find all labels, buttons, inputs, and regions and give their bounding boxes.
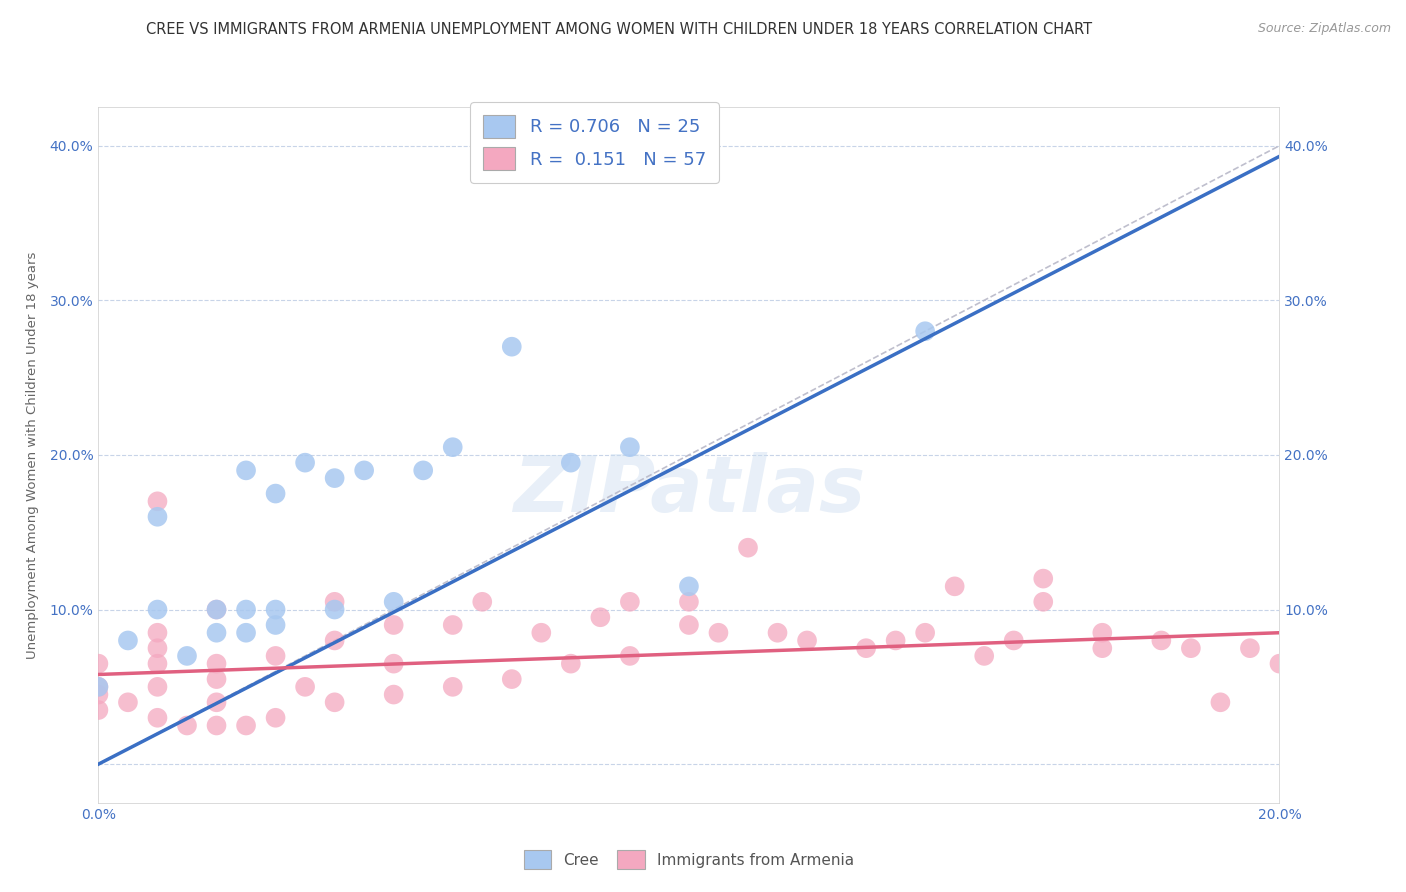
Point bbox=[441, 618, 464, 632]
Point bbox=[501, 340, 523, 354]
Point bbox=[87, 688, 110, 702]
Point bbox=[323, 471, 346, 485]
Point bbox=[205, 602, 228, 616]
Point bbox=[205, 625, 228, 640]
Point bbox=[146, 494, 169, 508]
Point bbox=[1032, 572, 1054, 586]
Point bbox=[678, 579, 700, 593]
Point bbox=[264, 648, 287, 663]
Point bbox=[146, 657, 169, 671]
Point bbox=[235, 625, 257, 640]
Point bbox=[1091, 625, 1114, 640]
Text: ZIPatlas: ZIPatlas bbox=[513, 451, 865, 528]
Y-axis label: Unemployment Among Women with Children Under 18 years: Unemployment Among Women with Children U… bbox=[25, 252, 38, 658]
Point bbox=[943, 579, 966, 593]
Point bbox=[382, 618, 405, 632]
Point bbox=[914, 625, 936, 640]
Point bbox=[205, 695, 228, 709]
Point bbox=[294, 456, 316, 470]
Text: CREE VS IMMIGRANTS FROM ARMENIA UNEMPLOYMENT AMONG WOMEN WITH CHILDREN UNDER 18 : CREE VS IMMIGRANTS FROM ARMENIA UNEMPLOY… bbox=[146, 22, 1091, 37]
Point bbox=[678, 618, 700, 632]
Point bbox=[1091, 641, 1114, 656]
Point bbox=[264, 486, 287, 500]
Point bbox=[87, 703, 110, 717]
Point bbox=[294, 680, 316, 694]
Point bbox=[353, 463, 375, 477]
Point bbox=[766, 625, 789, 640]
Point bbox=[146, 625, 169, 640]
Point bbox=[146, 680, 169, 694]
Point bbox=[1032, 595, 1054, 609]
Point bbox=[235, 602, 257, 616]
Point bbox=[176, 718, 198, 732]
Point bbox=[914, 324, 936, 338]
Point bbox=[205, 718, 228, 732]
Point bbox=[87, 680, 110, 694]
Point bbox=[205, 602, 228, 616]
Point bbox=[264, 618, 287, 632]
Point bbox=[501, 672, 523, 686]
Point bbox=[1268, 657, 1291, 671]
Point bbox=[264, 602, 287, 616]
Point bbox=[530, 625, 553, 640]
Point bbox=[323, 695, 346, 709]
Point bbox=[441, 680, 464, 694]
Point bbox=[382, 657, 405, 671]
Point bbox=[855, 641, 877, 656]
Point bbox=[973, 648, 995, 663]
Point bbox=[235, 718, 257, 732]
Point bbox=[796, 633, 818, 648]
Point bbox=[737, 541, 759, 555]
Point bbox=[619, 440, 641, 454]
Point bbox=[412, 463, 434, 477]
Point bbox=[323, 633, 346, 648]
Point bbox=[146, 641, 169, 656]
Point bbox=[146, 602, 169, 616]
Point bbox=[619, 595, 641, 609]
Point bbox=[146, 711, 169, 725]
Point bbox=[678, 595, 700, 609]
Point bbox=[87, 680, 110, 694]
Point bbox=[205, 657, 228, 671]
Point bbox=[1150, 633, 1173, 648]
Point bbox=[707, 625, 730, 640]
Point bbox=[619, 648, 641, 663]
Point bbox=[87, 657, 110, 671]
Point bbox=[1209, 695, 1232, 709]
Point bbox=[117, 695, 139, 709]
Point bbox=[589, 610, 612, 624]
Point bbox=[382, 688, 405, 702]
Point bbox=[560, 456, 582, 470]
Point bbox=[1180, 641, 1202, 656]
Legend: Cree, Immigrants from Armenia: Cree, Immigrants from Armenia bbox=[515, 840, 863, 879]
Point bbox=[884, 633, 907, 648]
Point bbox=[235, 463, 257, 477]
Point bbox=[176, 648, 198, 663]
Point bbox=[471, 595, 494, 609]
Point bbox=[323, 602, 346, 616]
Point bbox=[1002, 633, 1025, 648]
Point bbox=[323, 595, 346, 609]
Point bbox=[560, 657, 582, 671]
Point bbox=[117, 633, 139, 648]
Point bbox=[264, 711, 287, 725]
Point bbox=[382, 595, 405, 609]
Text: Source: ZipAtlas.com: Source: ZipAtlas.com bbox=[1258, 22, 1392, 36]
Point bbox=[441, 440, 464, 454]
Point bbox=[1239, 641, 1261, 656]
Point bbox=[205, 672, 228, 686]
Point bbox=[146, 509, 169, 524]
